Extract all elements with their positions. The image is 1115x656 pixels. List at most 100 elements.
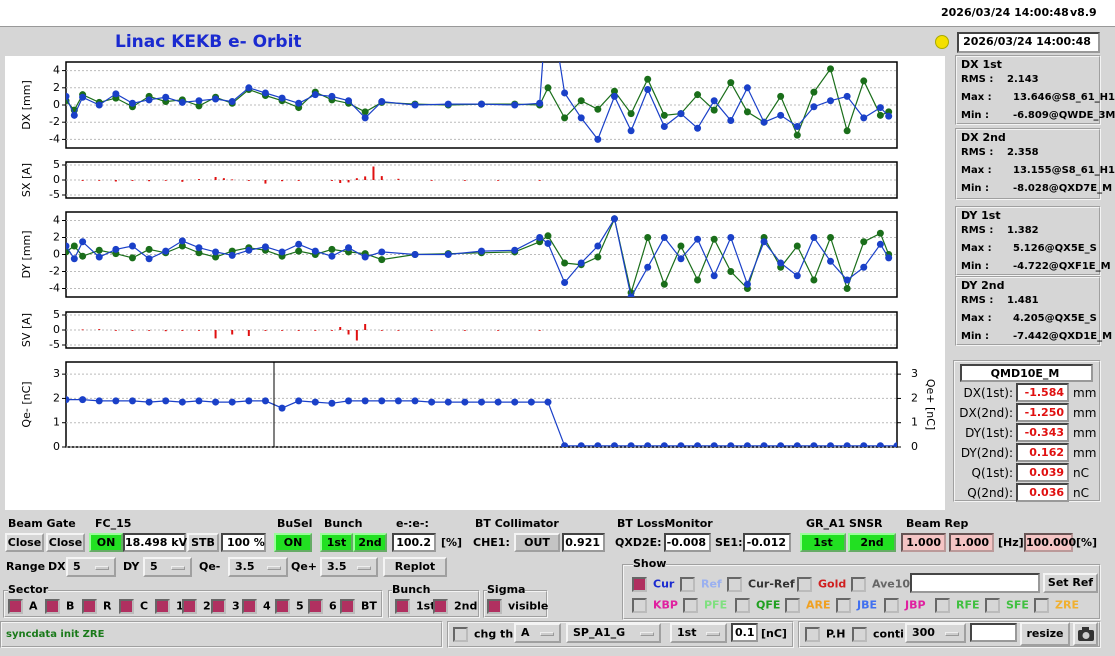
checkbox-box[interactable]	[242, 599, 257, 614]
checkbox[interactable]: Gold	[797, 577, 846, 592]
checkbox-box[interactable]	[155, 599, 170, 614]
checkbox[interactable]: 4	[242, 599, 271, 614]
checkbox[interactable]: QFE	[735, 598, 780, 613]
checkbox-box[interactable]	[884, 598, 899, 613]
checkbox-label: KBP	[653, 598, 678, 612]
checkbox-box[interactable]	[797, 577, 812, 592]
checkbox-box[interactable]	[1034, 598, 1049, 613]
checkbox[interactable]: BT	[340, 599, 377, 614]
button[interactable]: 2nd	[353, 533, 387, 552]
checkbox-box[interactable]	[453, 627, 468, 642]
checkbox[interactable]: P.H	[805, 627, 845, 642]
checkbox[interactable]: visible	[487, 599, 548, 614]
data-point	[478, 247, 485, 255]
button[interactable]: Close	[46, 533, 85, 552]
checkbox-box[interactable]	[82, 599, 97, 614]
checkbox[interactable]: PFE	[683, 598, 727, 613]
checkbox[interactable]: 2	[182, 599, 211, 614]
checkbox[interactable]: 1	[155, 599, 184, 614]
checkbox[interactable]: ARE	[785, 598, 831, 613]
checkbox-box[interactable]	[852, 627, 867, 642]
dropdown[interactable]: 1st	[670, 623, 727, 643]
checkbox[interactable]: conti	[852, 627, 904, 642]
dropdown[interactable]: 5	[143, 557, 192, 577]
checkbox-box[interactable]	[785, 598, 800, 613]
bar	[131, 180, 134, 181]
data-point	[511, 398, 519, 406]
button[interactable]: Close	[5, 533, 44, 552]
y2-tick-label: 0	[911, 440, 918, 453]
data-point	[660, 111, 668, 119]
monitor-title: QMD10E_M	[960, 364, 1093, 382]
checkbox[interactable]: ZRE	[1034, 598, 1079, 613]
checkbox-box[interactable]	[211, 599, 226, 614]
checkbox[interactable]: JBE	[836, 598, 877, 613]
checkbox[interactable]: Ave10	[851, 577, 910, 592]
checkbox-box[interactable]	[680, 577, 695, 592]
checkbox-box[interactable]	[308, 599, 323, 614]
checkbox-label: conti	[873, 627, 904, 641]
checkbox[interactable]: RFE	[935, 598, 980, 613]
button[interactable]: 1st	[320, 533, 353, 552]
checkbox[interactable]: JBP	[884, 598, 926, 613]
checkbox[interactable]: 6	[308, 599, 337, 614]
dropdown[interactable]: 5	[66, 557, 116, 577]
checkbox-box[interactable]	[836, 598, 851, 613]
button[interactable]: 2nd	[848, 533, 896, 552]
text-input[interactable]: 0.1	[731, 623, 758, 642]
checkbox[interactable]: C	[119, 599, 148, 614]
checkbox-label: 2	[203, 599, 211, 613]
checkbox-box[interactable]	[119, 599, 134, 614]
checkbox-box[interactable]	[683, 598, 698, 613]
button[interactable]: 1st	[800, 533, 846, 552]
text-input[interactable]	[910, 573, 1040, 593]
dropdown[interactable]: SP_A1_G	[566, 623, 661, 643]
checkbox[interactable]: chg th	[453, 627, 513, 642]
dropdown[interactable]: 3.5	[228, 557, 288, 577]
checkbox[interactable]: R	[82, 599, 111, 614]
dropdown[interactable]: 3.5	[320, 557, 378, 577]
data-point	[394, 397, 402, 405]
camera-button[interactable]	[1073, 622, 1098, 646]
checkbox-box[interactable]	[935, 598, 950, 613]
checkbox-box[interactable]	[727, 577, 742, 592]
checkbox[interactable]: SFE	[985, 598, 1029, 613]
checkbox-box[interactable]	[340, 599, 355, 614]
checkbox[interactable]: KBP	[632, 598, 678, 613]
group-label: BT Collimator	[475, 517, 559, 530]
checkbox-box[interactable]	[487, 599, 502, 614]
checkbox-box[interactable]	[395, 599, 410, 614]
checkbox[interactable]: 1st	[395, 599, 435, 614]
checkbox[interactable]: 2nd	[433, 599, 477, 614]
checkbox[interactable]: 5	[275, 599, 304, 614]
checkbox-box[interactable]	[735, 598, 750, 613]
checkbox-box[interactable]	[632, 598, 647, 613]
button[interactable]: OUT	[514, 533, 560, 552]
checkbox-box[interactable]	[275, 599, 290, 614]
text-input[interactable]	[970, 623, 1017, 642]
checkbox[interactable]: Cur	[632, 577, 674, 592]
checkbox-label: 1st	[416, 599, 436, 613]
button[interactable]: Replot	[383, 557, 447, 577]
value-field: 100.000	[1024, 533, 1076, 552]
checkbox-box[interactable]	[632, 577, 647, 592]
data-point	[627, 110, 635, 118]
checkbox[interactable]: A	[8, 599, 38, 614]
button[interactable]: Set Ref	[1043, 573, 1098, 593]
dropdown[interactable]: 300	[905, 623, 966, 643]
checkbox-box[interactable]	[433, 599, 448, 614]
checkbox-box[interactable]	[985, 598, 1000, 613]
checkbox-box[interactable]	[45, 599, 60, 614]
data-point	[128, 99, 136, 107]
checkbox-box[interactable]	[182, 599, 197, 614]
checkbox-box[interactable]	[851, 577, 866, 592]
checkbox[interactable]: B	[45, 599, 74, 614]
checkbox-box[interactable]	[8, 599, 23, 614]
button[interactable]: STB	[187, 533, 219, 552]
checkbox[interactable]: 3	[211, 599, 240, 614]
dropdown[interactable]: A	[514, 623, 561, 643]
checkbox-box[interactable]	[805, 627, 820, 642]
checkbox[interactable]: Cur-Ref	[727, 577, 795, 592]
button[interactable]: resize	[1020, 622, 1070, 646]
checkbox[interactable]: Ref	[680, 577, 722, 592]
